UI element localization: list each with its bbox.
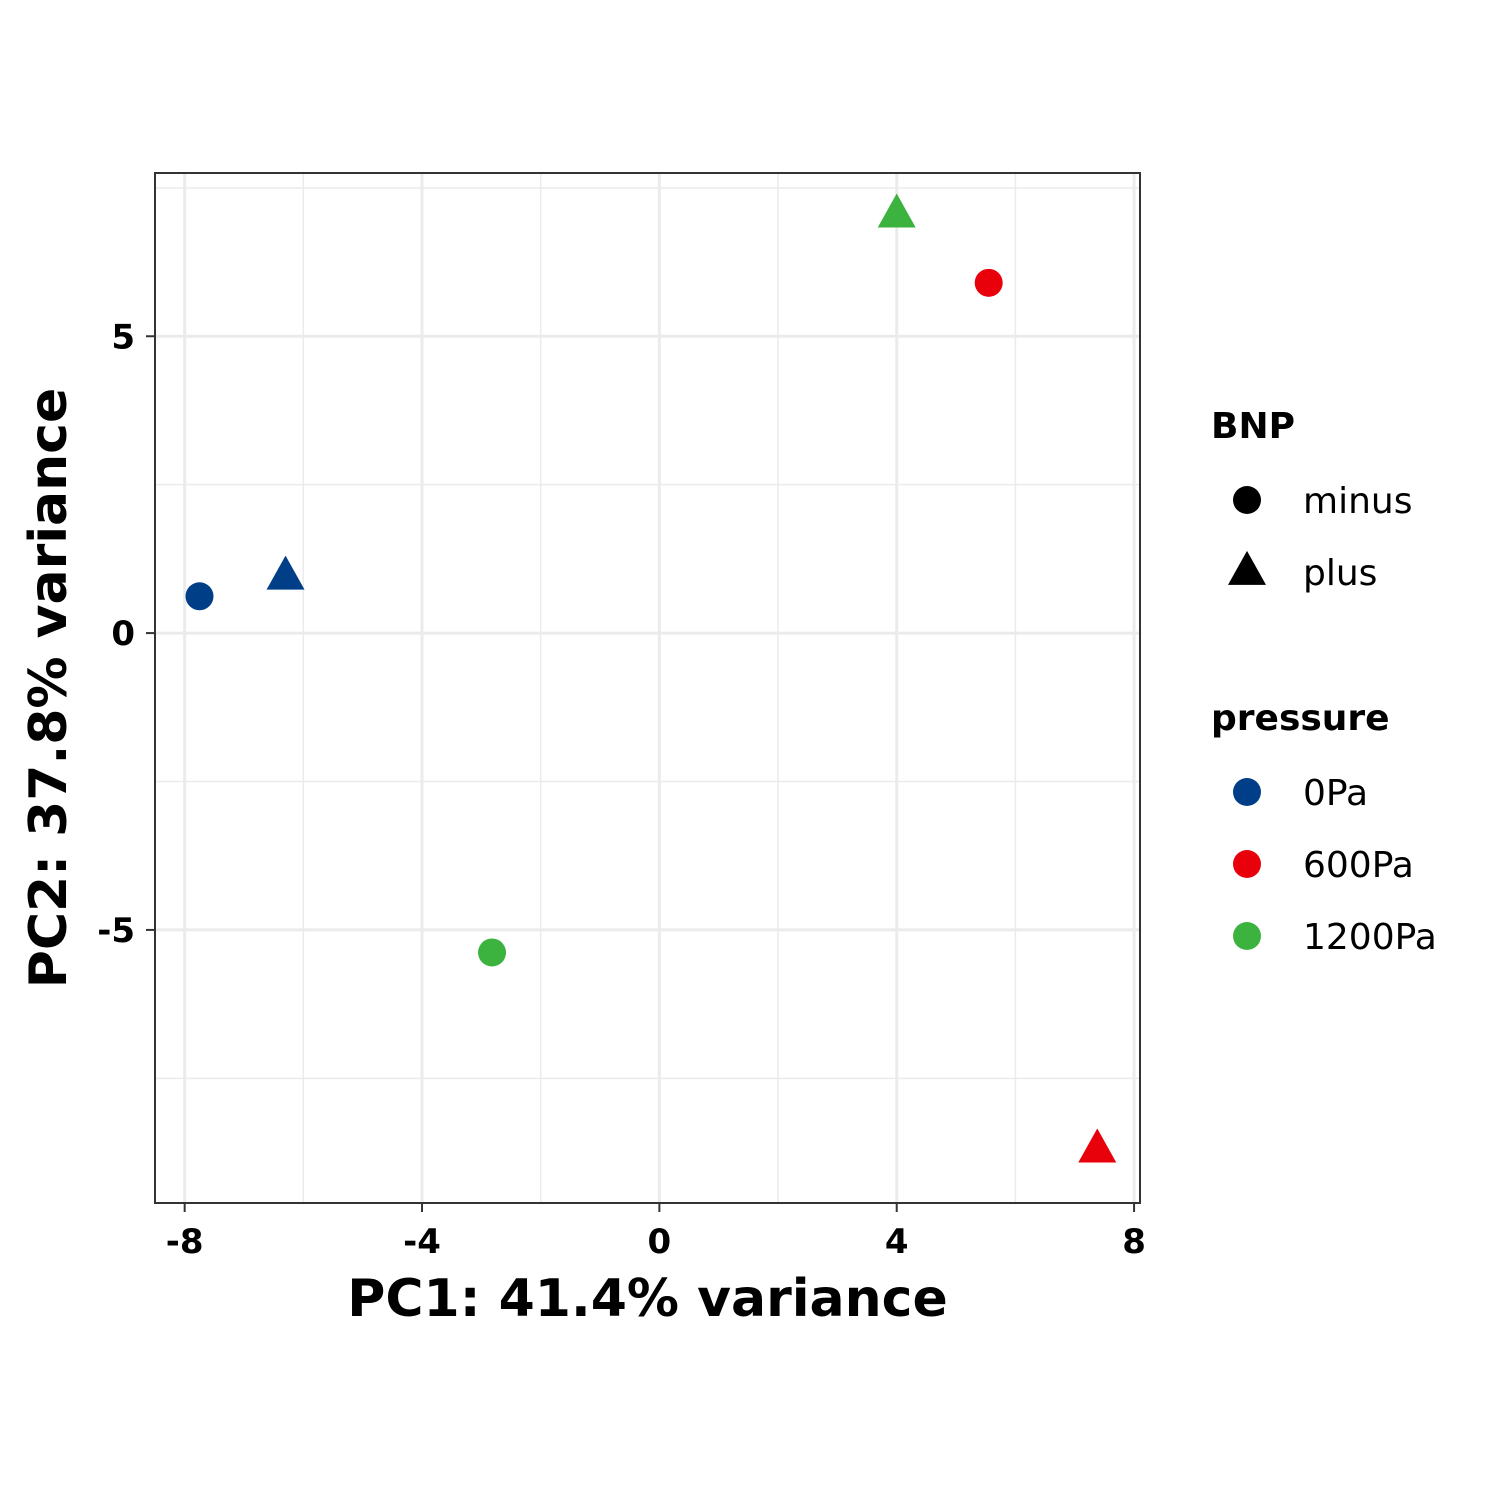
legend-title: BNP [1211,406,1295,447]
legend-key [1228,550,1266,585]
y-tick-label: -5 [97,911,135,951]
y-tick-label: 5 [111,317,135,357]
legend-label: 0Pa [1303,773,1368,814]
data-point [478,938,507,967]
legend-key [1233,922,1261,950]
x-tick-label: 8 [1122,1222,1146,1262]
minor-gridlines [155,173,1140,1203]
data-point [1078,1128,1117,1163]
legend-label: 1200Pa [1303,917,1437,958]
legend-key [1233,850,1261,878]
x-tick-label: -8 [166,1222,204,1262]
panel-border [154,172,1141,1204]
data-point [185,582,214,611]
x-axis-ticks: -8 -4 0 4 8 [166,1203,1146,1262]
data-points [185,193,1117,1163]
data-point [266,555,305,590]
y-axis-ticks: -5 0 5 [97,317,155,951]
x-tick-label: 4 [885,1222,909,1262]
x-axis-title: PC1: 41.4% variance [347,1269,948,1329]
data-point [974,268,1003,297]
legend-key [1233,486,1261,514]
x-tick-label: -4 [403,1222,441,1262]
major-gridlines [155,173,1140,1203]
x-tick-label: 0 [648,1222,672,1262]
legend-label: plus [1303,553,1377,594]
y-axis-title: PC2: 37.8% variance [19,388,79,989]
legend-key [1233,778,1261,806]
data-point [877,193,916,228]
legend-label: 600Pa [1303,845,1414,886]
y-tick-label: 0 [111,614,135,654]
legend-label: minus [1303,481,1412,522]
legend-title: pressure [1211,698,1390,739]
